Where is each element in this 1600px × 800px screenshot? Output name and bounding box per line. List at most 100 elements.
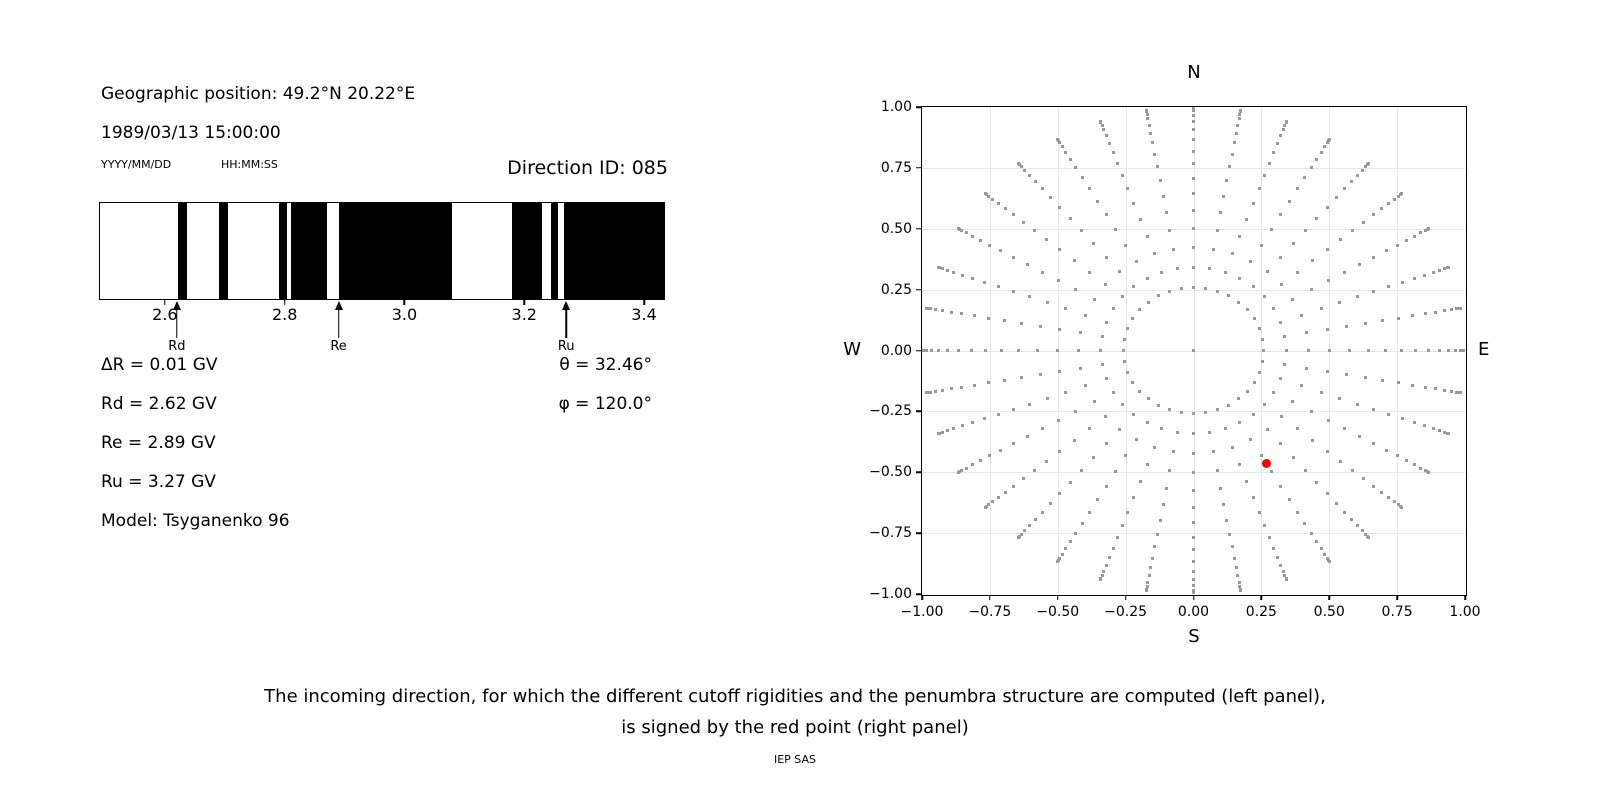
direction-grid-dot	[1192, 488, 1195, 492]
direction-grid-dot	[1192, 176, 1195, 180]
direction-grid-dot	[1237, 397, 1241, 401]
direction-grid-dot	[1400, 280, 1404, 284]
cutoff-arrow-label-re: Re	[330, 339, 347, 354]
direction-grid-dot	[949, 387, 953, 391]
direction-grid-dot	[1002, 319, 1006, 323]
direction-grid-dot	[1215, 229, 1219, 233]
direction-grid-dot	[1434, 310, 1438, 314]
direction-grid-dot	[1017, 349, 1021, 352]
direction-grid-dot	[1058, 370, 1062, 374]
direction-grid-dot	[960, 229, 964, 233]
direction-grid-dot	[1058, 449, 1062, 453]
direction-grid-dot	[1269, 469, 1273, 473]
direction-grid-dot	[1327, 349, 1331, 352]
direction-grid-dot	[1383, 349, 1387, 352]
direction-grid-dot	[1192, 227, 1195, 231]
direction-grid-dot	[1339, 459, 1343, 463]
direction-grid-dot	[1325, 327, 1329, 331]
direction-grid-dot	[1399, 192, 1403, 196]
direction-grid-dot	[1216, 408, 1220, 412]
direction-grid-dot	[1350, 518, 1354, 522]
direction-grid-dot	[1192, 209, 1195, 213]
y-tick-label: 0.00	[880, 342, 912, 359]
direction-grid-dot	[1044, 238, 1048, 242]
direction-grid-dot	[1056, 349, 1060, 352]
direction-grid-dot	[1192, 120, 1195, 124]
direction-grid-dot	[1102, 570, 1106, 574]
direction-grid-dot	[1279, 415, 1283, 419]
direction-grid-dot	[922, 349, 924, 352]
direction-grid-dot	[1120, 173, 1124, 177]
direction-grid-dot	[1064, 150, 1068, 154]
direction-grid-dot	[1459, 306, 1463, 310]
direction-grid-dot	[1396, 503, 1400, 507]
direction-grid-dot	[1011, 407, 1015, 411]
direction-grid-dot	[1151, 141, 1155, 145]
direction-grid-dot	[1040, 510, 1044, 514]
direction-grid-dot	[1392, 500, 1396, 504]
cutoff-arrows-layer: Rd Re Ru	[99, 301, 665, 357]
direction-grid-dot	[1064, 307, 1068, 311]
direction-grid-dot	[1068, 540, 1072, 544]
direction-grid-dot	[1084, 313, 1088, 317]
direction-grid-dot	[1192, 451, 1195, 455]
compass-east-label: E	[1478, 339, 1490, 360]
direction-grid-dot	[1038, 324, 1042, 328]
direction-grid-dot	[1309, 531, 1313, 535]
direction-grid-dot	[1325, 206, 1329, 210]
direction-grid-dot	[1208, 431, 1212, 435]
direction-grid-dot	[1261, 359, 1265, 363]
direction-grid-dot	[1040, 427, 1044, 431]
direction-grid-dot	[1251, 412, 1255, 416]
direction-grid-dot	[1146, 117, 1150, 121]
direction-grid-dot	[1192, 265, 1195, 269]
theta-value: θ = 32.46°	[559, 355, 652, 375]
direction-grid-dot	[1284, 577, 1288, 581]
direction-grid-dot	[1384, 448, 1388, 452]
penumbra-band	[290, 203, 327, 299]
direction-grid-dot	[1427, 470, 1431, 474]
credit-label: IEP SAS	[773, 753, 817, 766]
direction-grid-dot	[1319, 390, 1323, 394]
direction-grid-dot	[1145, 463, 1149, 467]
y-tick-label: −0.25	[869, 403, 912, 420]
direction-grid-dot	[1360, 168, 1364, 172]
direction-grid-dot	[1138, 217, 1142, 221]
direction-grid-dot	[1252, 317, 1256, 321]
x-tick-mark	[1057, 595, 1059, 600]
direction-grid-dot	[1269, 228, 1273, 232]
direction-grid-dot	[1279, 484, 1283, 488]
direction-grid-dot	[1058, 206, 1062, 210]
direction-grid-dot	[971, 421, 975, 425]
direction-grid-dot	[1447, 349, 1451, 352]
direction-grid-dot	[1443, 266, 1447, 270]
direction-grid-dot	[1003, 207, 1007, 211]
datetime-label: 1989/03/13 15:00:00	[101, 123, 281, 143]
direction-grid-dot	[1345, 373, 1349, 377]
direction-grid-dot	[924, 349, 928, 352]
penumbra-plot	[99, 202, 665, 300]
gridline-vertical	[1261, 107, 1263, 594]
direction-grid-dot	[984, 505, 988, 509]
direction-grid-dot	[1192, 577, 1195, 581]
direction-grid-dot	[1234, 566, 1238, 570]
direction-grid-dot	[1118, 427, 1122, 431]
direction-grid-dot	[1355, 524, 1359, 528]
direction-grid-dot	[1126, 510, 1130, 514]
direction-grid-dot	[1443, 431, 1447, 435]
direction-grid-dot	[1387, 496, 1391, 500]
direction-grid-dot	[1056, 559, 1060, 563]
rd-value: Rd = 2.62 GV	[101, 394, 217, 414]
direction-grid-dot	[1251, 496, 1255, 500]
direction-grid-dot	[1060, 145, 1064, 149]
direction-grid-dot	[1160, 427, 1164, 431]
direction-grid-dot	[1323, 552, 1327, 556]
direction-grid-dot	[1252, 380, 1256, 384]
direction-grid-dot	[1345, 324, 1349, 328]
direction-grid-dot	[1158, 518, 1162, 522]
direction-grid-dot	[1138, 480, 1142, 484]
penumbra-band	[563, 203, 664, 299]
direction-grid-dot	[1303, 521, 1307, 525]
direction-grid-dot	[1056, 138, 1060, 142]
